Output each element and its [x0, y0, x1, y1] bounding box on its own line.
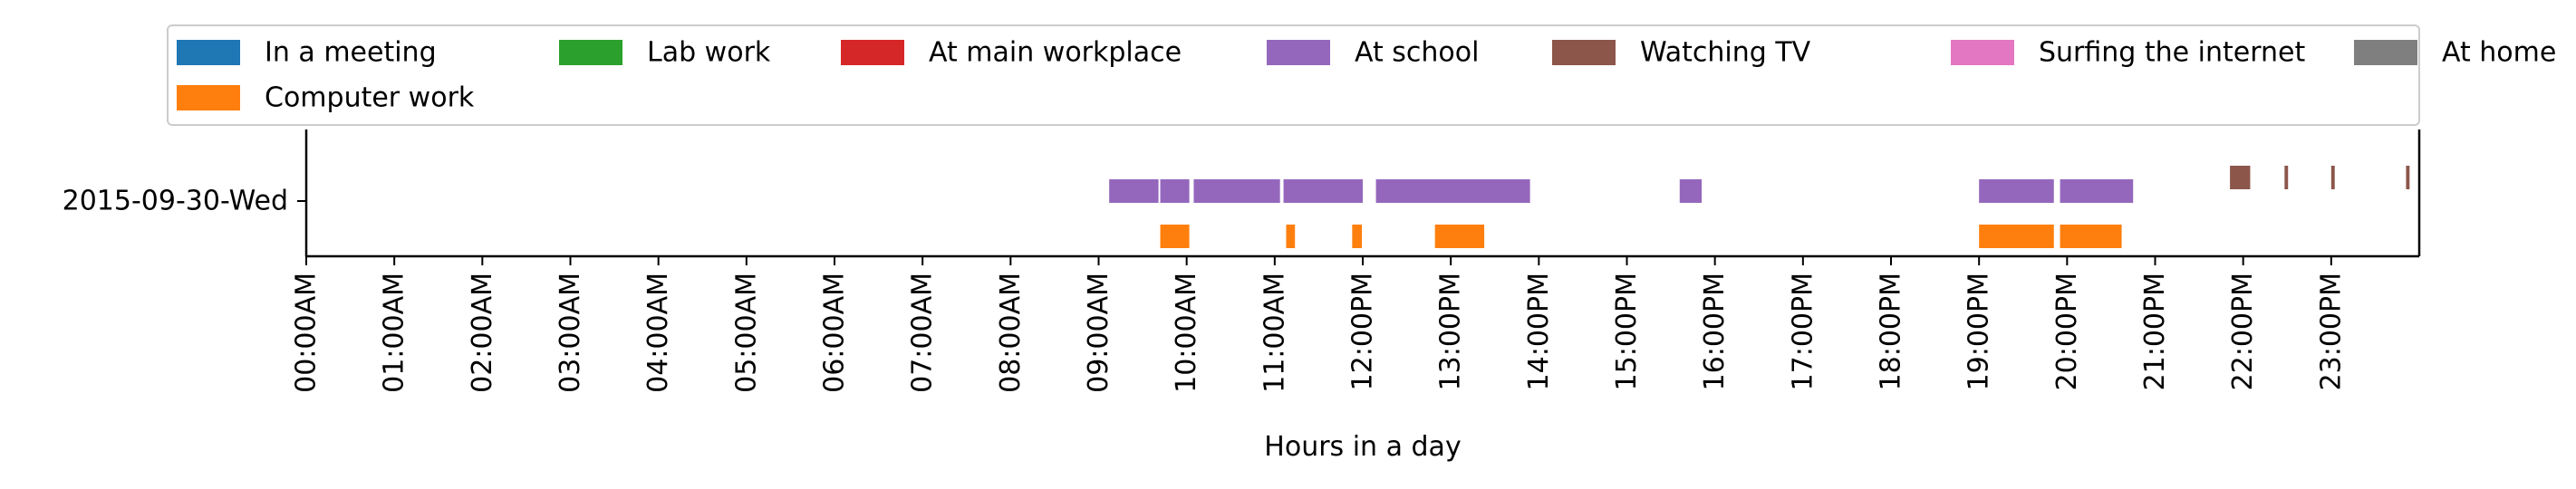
legend-label: Watching TV [1640, 37, 1811, 69]
x-tick-label: 07:00AM [907, 273, 939, 393]
bar-watching-tv-2 [2330, 166, 2335, 189]
x-axis-label: Hours in a day [1264, 431, 1461, 463]
x-tick-label: 03:00AM [555, 273, 586, 393]
legend-label: Surfing the internet [2039, 37, 2305, 69]
x-tick-label: 08:00AM [995, 273, 1027, 393]
x-tick-label: 04:00AM [642, 273, 674, 393]
bar-at-school-5 [1679, 179, 1703, 203]
bars [1109, 166, 2410, 248]
legend-label: At main workplace [929, 37, 1182, 69]
x-tick-label: 12:00PM [1347, 273, 1379, 390]
x-tick-label: 23:00PM [2315, 273, 2347, 390]
bar-computer-work-4 [1979, 225, 2054, 248]
legend-label: At home [2442, 37, 2556, 69]
legend-swatch-at-home [2354, 40, 2417, 65]
bar-computer-work-5 [2060, 225, 2122, 248]
x-tick-label: 19:00PM [1963, 273, 1995, 390]
bar-computer-work-3 [1434, 225, 1485, 248]
bar-at-school-2 [1193, 179, 1280, 203]
x-tick-label: 10:00AM [1171, 273, 1202, 393]
x-tick-label: 09:00AM [1083, 273, 1114, 393]
x-tick-label: 21:00PM [2139, 273, 2171, 390]
x-tick-label: 11:00AM [1259, 273, 1290, 393]
bar-at-school-0 [1109, 179, 1159, 203]
bar-at-school-6 [1979, 179, 2054, 203]
bar-computer-work-1 [1286, 225, 1296, 248]
bar-at-school-3 [1283, 179, 1363, 203]
x-tick-label: 00:00AM [291, 273, 323, 393]
x-tick-label: 02:00AM [467, 273, 498, 393]
legend: In a meeting Lab work At main workplace At … [167, 24, 2556, 126]
bar-watching-tv-3 [2406, 166, 2410, 189]
x-tick-label: 15:00PM [1611, 273, 1643, 390]
legend-label: At school [1355, 37, 1479, 69]
x-tick-label: 05:00AM [730, 273, 762, 393]
x-tick-label: 14:00PM [1523, 273, 1555, 390]
legend-label: In a meeting [265, 37, 437, 69]
x-tick-label: 13:00PM [1435, 273, 1467, 390]
legend-swatch-surfing-the-internet [1951, 40, 2014, 65]
legend-label: Lab work [647, 37, 771, 69]
axes: 00:00AM 01:00AM 02:00AM 03:00AM 04:00AM 05:00… [63, 129, 2421, 393]
legend-swatch-watching-tv [1552, 40, 1616, 65]
legend-frame [167, 24, 2420, 126]
bar-at-school-7 [2060, 179, 2134, 203]
legend-swatch-at-main-workplace [841, 40, 904, 65]
x-tick-label: 01:00AM [379, 273, 410, 393]
x-tick-label: 16:00PM [1699, 273, 1731, 390]
bar-watching-tv-0 [2230, 166, 2251, 189]
bar-computer-work-0 [1160, 225, 1190, 248]
bar-watching-tv-1 [2284, 166, 2289, 189]
bar-at-school-4 [1375, 179, 1530, 203]
x-tick-label: 20:00PM [2051, 273, 2083, 390]
bar-at-school-1 [1160, 179, 1190, 203]
legend-swatch-at-school [1267, 40, 1330, 65]
x-tick-label: 18:00PM [1876, 273, 1907, 390]
bar-computer-work-2 [1352, 225, 1363, 248]
legend-label: Computer work [265, 82, 475, 114]
y-tick-label: 2015-09-30-Wed [63, 186, 288, 217]
legend-swatch-computer-work [177, 85, 240, 110]
legend-swatch-lab-work [559, 40, 622, 65]
x-tick-label: 22:00PM [2227, 273, 2259, 390]
legend-swatch-in-a-meeting [177, 40, 240, 65]
x-tick-label: 17:00PM [1787, 273, 1819, 390]
x-tick-label: 06:00AM [819, 273, 851, 393]
